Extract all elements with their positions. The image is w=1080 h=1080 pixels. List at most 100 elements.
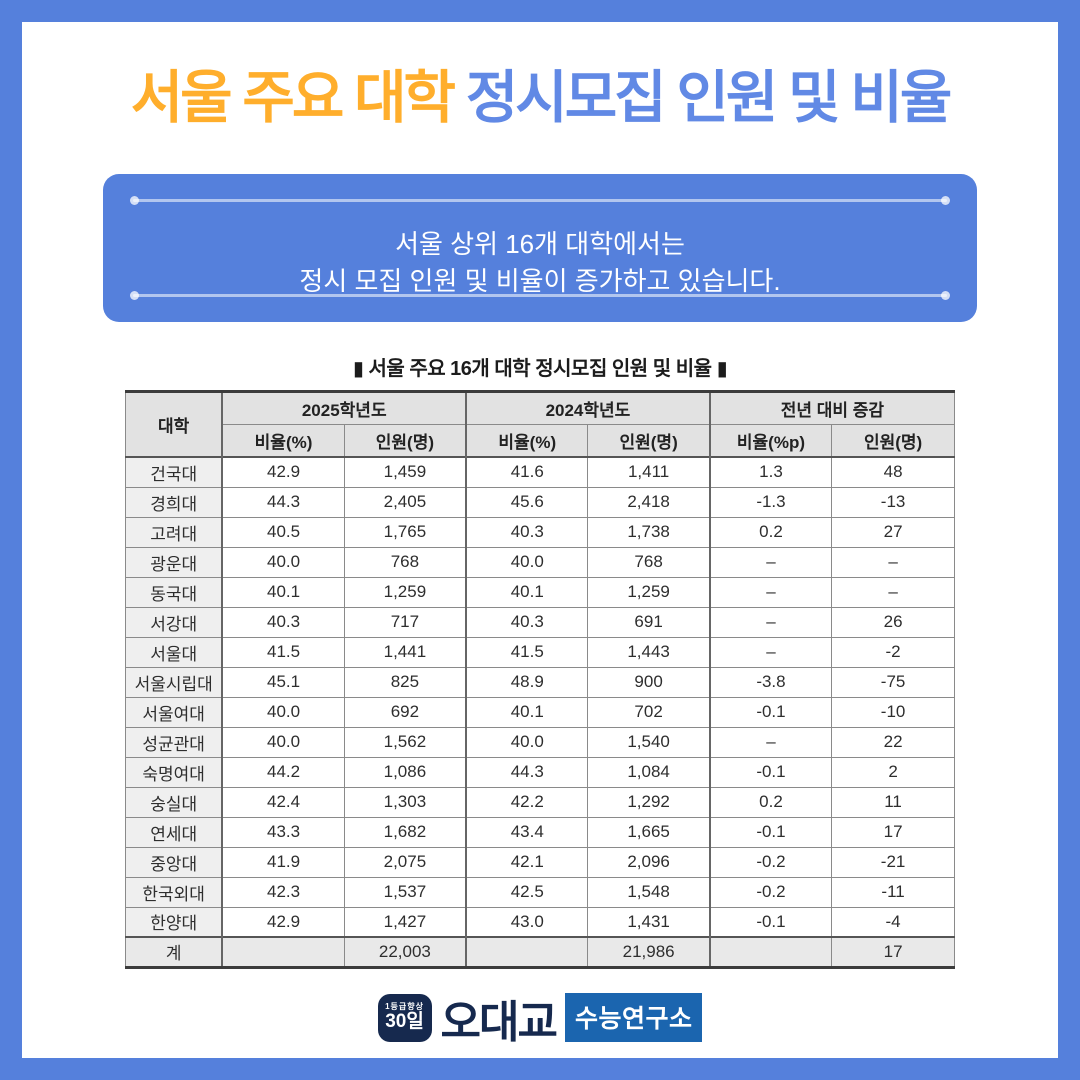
summary-text: 서울 상위 16개 대학에서는 정시 모집 인원 및 비율이 증가하고 있습니다… [103, 174, 977, 300]
value-cell: 22 [831, 726, 955, 758]
table-row: 한양대 42.9 1,427 43.0 1,431 -0.1 -4 [125, 906, 955, 938]
value-cell: 42.1 [465, 846, 589, 878]
header-group-change: 전년 대비 증감 [708, 390, 955, 425]
university-cell: 서울여대 [125, 696, 223, 728]
table-row: 서울여대 40.0 692 40.1 702 -0.1 -10 [125, 696, 955, 728]
table-row: 동국대 40.1 1,259 40.1 1,259– – [125, 576, 955, 608]
summary-box: 서울 상위 16개 대학에서는 정시 모집 인원 및 비율이 증가하고 있습니다… [103, 173, 977, 322]
value-cell: – [708, 606, 833, 638]
value-cell: 43.0 [465, 906, 589, 938]
total-label-cell: 계 [125, 936, 223, 968]
table-row: 숭실대 42.4 1,303 42.2 1,292 0.2 11 [125, 786, 955, 818]
table-title: ▮ 서울 주요 16개 대학 정시모집 인원 및 비율 ▮ [352, 357, 728, 380]
value-cell: 1,548 [587, 876, 711, 908]
university-cell: 서강대 [125, 606, 223, 638]
value-cell: 2,096 [587, 846, 711, 878]
decorative-rule-bottom [130, 290, 950, 300]
value-cell: 41.5 [221, 636, 345, 668]
value-cell: 1,665 [587, 816, 711, 848]
value-cell: – [708, 636, 833, 668]
subheader-ratio-2024: 비율(%) [465, 423, 589, 458]
value-cell: -0.1 [708, 816, 833, 848]
value-cell: 40.0 [465, 726, 589, 758]
value-cell: 21,986 [587, 936, 711, 968]
value-cell: 1,441 [343, 636, 467, 668]
value-cell: -0.2 [708, 876, 833, 908]
university-cell: 건국대 [125, 456, 223, 488]
university-cell: 고려대 [125, 516, 223, 548]
university-cell: 성균관대 [125, 726, 223, 758]
university-cell: 서울대 [125, 636, 223, 668]
value-cell: 42.2 [465, 786, 589, 818]
logo-badge-icon: 1등급향상 30일 [377, 993, 432, 1042]
university-cell: 동국대 [125, 576, 223, 608]
subheader-count-2024: 인원(명) [587, 423, 711, 458]
value-cell: -4 [831, 906, 955, 938]
value-cell: 691 [587, 606, 711, 638]
table-row: 서울시립대 45.1 825 48.9 900 -3.8 -75 [125, 666, 955, 698]
university-cell: 한양대 [125, 906, 223, 938]
value-cell: 825 [343, 666, 467, 698]
value-cell: 26 [831, 606, 955, 638]
header-group-2024: 2024학년도 [465, 390, 711, 425]
value-cell: 40.1 [465, 696, 589, 728]
subheader-count-change: 인원(명) [831, 423, 955, 458]
value-cell: 40.3 [465, 516, 589, 548]
value-cell: 900 [587, 666, 711, 698]
value-cell: 41.5 [465, 636, 589, 668]
value-cell: -2 [831, 636, 955, 668]
value-cell: 1,259 [343, 576, 467, 608]
value-cell: -21 [831, 846, 955, 878]
university-cell: 경희대 [125, 486, 223, 518]
value-cell: 44.2 [221, 756, 345, 788]
subheader-ratio-change: 비율(%p) [708, 423, 833, 458]
table-total-row: 계 22,003 21,986 17 [125, 936, 955, 968]
value-cell: 45.6 [465, 486, 589, 518]
page-title-highlight: 서울 주요 대학 [130, 66, 456, 130]
value-cell [708, 936, 833, 968]
value-cell: -0.2 [708, 846, 833, 878]
value-cell: 42.4 [221, 786, 345, 818]
value-cell: 768 [587, 546, 711, 578]
value-cell: 17 [831, 816, 955, 848]
admissions-table: 대학 2025학년도 2024학년도 전년 대비 증감 비율(%) 인원(명) … [125, 389, 955, 969]
logo-brand-suffix: 수능연구소 [564, 993, 703, 1043]
university-cell: 연세대 [125, 816, 223, 848]
page-title: 서울 주요 대학 정시모집 인원 및 비율 [22, 22, 1058, 132]
value-cell: – [831, 576, 955, 608]
logo-badge-bottom-text: 30일 [385, 1010, 424, 1032]
value-cell: 1,682 [343, 816, 467, 848]
value-cell: 17 [831, 936, 955, 968]
value-cell: 0.2 [708, 786, 833, 818]
university-cell: 중앙대 [125, 846, 223, 878]
value-cell: 1,443 [587, 636, 711, 668]
value-cell: 2,405 [343, 486, 467, 518]
value-cell: – [831, 546, 955, 578]
value-cell: 27 [831, 516, 955, 548]
table-header: 대학 2025학년도 2024학년도 전년 대비 증감 비율(%) 인원(명) … [125, 390, 955, 458]
value-cell: 42.9 [221, 456, 345, 488]
logo-badge-top-text: 1등급향상 [385, 1002, 424, 1012]
value-cell: 43.3 [221, 816, 345, 848]
value-cell: -13 [831, 486, 955, 518]
university-cell: 숭실대 [125, 786, 223, 818]
value-cell: -1.3 [708, 486, 833, 518]
decorative-rule-top [130, 195, 950, 205]
value-cell: 768 [343, 546, 467, 578]
page-title-rest: 정시모집 인원 및 비율 [465, 66, 952, 130]
value-cell: -11 [831, 876, 955, 908]
footer-logo: 1등급향상 30일 오대교 수능연구소 [22, 986, 1058, 1050]
value-cell: -3.8 [708, 666, 833, 698]
value-cell: 48 [831, 456, 955, 488]
table-row: 서울대 41.5 1,441 41.5 1,443– -2 [125, 636, 955, 668]
value-cell: 1,427 [343, 906, 467, 938]
value-cell: 42.5 [465, 876, 589, 908]
value-cell: 44.3 [221, 486, 345, 518]
value-cell: 1,431 [587, 906, 711, 938]
subheader-count-2025: 인원(명) [343, 423, 467, 458]
value-cell: – [708, 726, 833, 758]
value-cell: 1.3 [708, 456, 833, 488]
value-cell: 2,075 [343, 846, 467, 878]
summary-line-1: 서울 상위 16개 대학에서는 [395, 228, 685, 259]
value-cell: 2,418 [587, 486, 711, 518]
